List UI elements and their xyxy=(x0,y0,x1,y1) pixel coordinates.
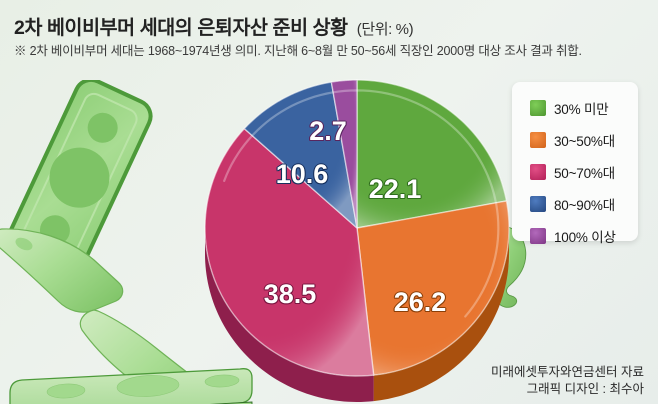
svg-text:38.5: 38.5 xyxy=(264,279,317,309)
svg-text:10.6: 10.6 xyxy=(276,159,329,189)
svg-text:2.7: 2.7 xyxy=(309,116,347,146)
svg-text:26.2: 26.2 xyxy=(394,287,447,317)
svg-text:22.1: 22.1 xyxy=(369,174,422,204)
